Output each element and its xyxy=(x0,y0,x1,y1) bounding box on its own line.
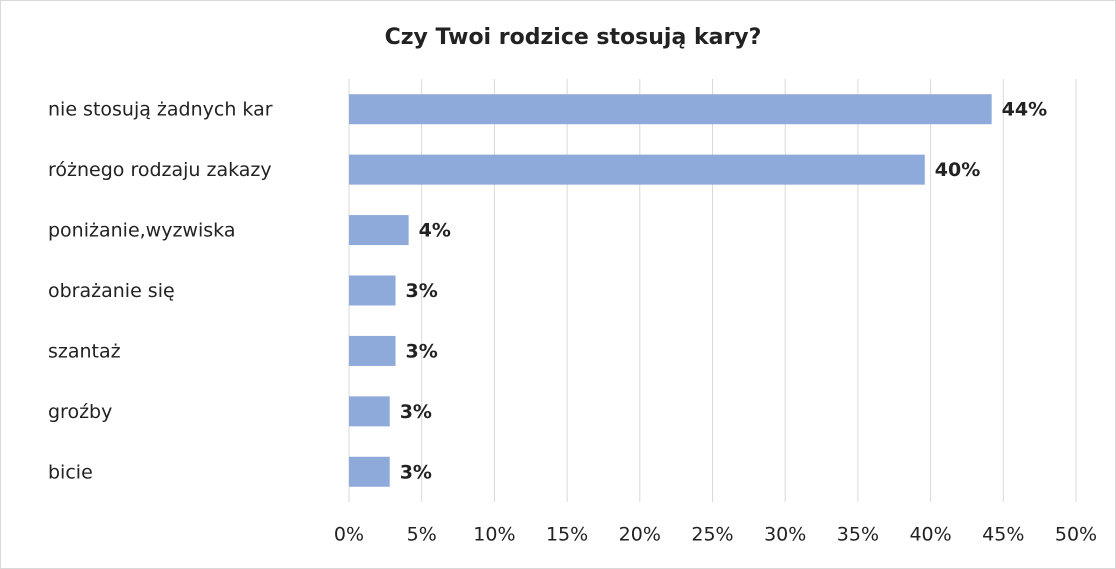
x-tick-label: 10% xyxy=(473,524,515,546)
y-tick-label: różnego rodzaju zakazy xyxy=(48,159,272,181)
value-label: 3% xyxy=(406,280,438,302)
value-label: 44% xyxy=(1002,99,1047,121)
x-tick-label: 35% xyxy=(837,524,879,546)
chart-title: Czy Twoi rodzice stosują kary? xyxy=(385,25,762,50)
x-tick-label: 40% xyxy=(909,524,951,546)
y-tick-label: poniżanie,wyzwiska xyxy=(48,220,235,242)
x-tick-label: 20% xyxy=(619,524,661,546)
value-label: 3% xyxy=(406,340,438,362)
y-tick-label: bicie xyxy=(48,461,93,483)
bar xyxy=(349,456,390,487)
value-label: 4% xyxy=(419,220,451,242)
bar xyxy=(349,396,390,427)
y-tick-label: obrażanie się xyxy=(48,280,175,302)
bar xyxy=(349,154,925,185)
y-tick-label: szantaż xyxy=(48,340,121,362)
bar xyxy=(349,275,396,306)
x-tick-label: 45% xyxy=(982,524,1024,546)
value-label: 40% xyxy=(935,159,980,181)
x-tick-label: 0% xyxy=(334,524,364,546)
x-tick-label: 30% xyxy=(764,524,806,546)
bar xyxy=(349,94,992,125)
x-tick-label: 15% xyxy=(546,524,588,546)
x-tick-label: 25% xyxy=(691,524,733,546)
bar xyxy=(349,215,409,246)
x-tick-label: 50% xyxy=(1055,524,1097,546)
y-tick-label: nie stosują żadnych kar xyxy=(48,99,273,121)
value-label: 3% xyxy=(400,461,432,483)
x-tick-label: 5% xyxy=(407,524,437,546)
y-tick-label: groźby xyxy=(48,401,112,423)
bar xyxy=(349,335,396,366)
value-label: 3% xyxy=(400,401,432,423)
